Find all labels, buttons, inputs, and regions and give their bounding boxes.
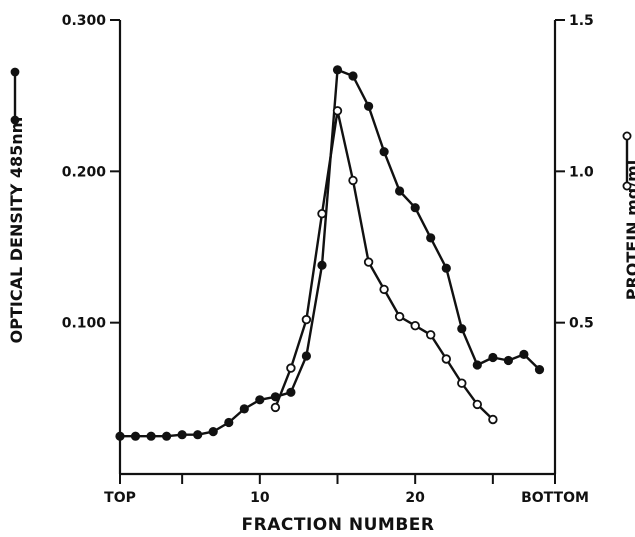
- x-axis-title: FRACTION NUMBER: [242, 515, 435, 535]
- x-tick-label: BOTTOM: [521, 490, 589, 506]
- data-point-filled: [208, 427, 218, 437]
- x-tick-label: 10: [250, 490, 270, 506]
- data-point-open: [441, 354, 451, 364]
- data-point-filled: [364, 101, 374, 111]
- right-y-tick-label: 0.5: [569, 316, 594, 332]
- data-point-filled: [301, 351, 311, 361]
- data-point-open: [332, 106, 343, 116]
- data-point-filled: [503, 355, 513, 366]
- data-point-filled: [519, 349, 529, 359]
- data-point-open: [379, 284, 389, 295]
- data-point-filled: [177, 430, 187, 440]
- data-point-filled: [286, 387, 296, 397]
- data-point-filled: [239, 404, 249, 414]
- series-line-filled: [120, 68, 541, 438]
- data-point-filled: [441, 263, 451, 273]
- legend-filled-marker: [10, 67, 20, 125]
- data-point-filled: [348, 71, 358, 81]
- data-point-open: [363, 257, 374, 267]
- series-line-open: [274, 109, 494, 421]
- data-point-filled: [332, 65, 343, 75]
- data-point-open: [317, 208, 327, 219]
- data-point-open: [286, 363, 296, 373]
- left-y-tick-label: 0.200: [62, 164, 107, 180]
- left-y-ticks: 0.100 0.200 0.300: [62, 13, 120, 332]
- data-point-filled: [162, 431, 172, 441]
- data-point-open: [270, 402, 281, 413]
- left-y-tick-label: 0.100: [62, 316, 107, 332]
- data-point-open: [348, 175, 358, 186]
- data-point-filled: [410, 203, 420, 213]
- data-point-open: [472, 399, 482, 410]
- data-point-filled: [379, 147, 389, 157]
- data-point-filled: [130, 431, 141, 441]
- series-layer: [115, 65, 545, 441]
- data-point-filled: [115, 431, 125, 441]
- legend-open-marker: [622, 131, 632, 191]
- x-ticks: TOP 10 20 BOTTOM: [104, 474, 589, 506]
- data-point-filled: [146, 431, 156, 441]
- data-point-filled: [193, 430, 203, 440]
- data-point-open: [410, 321, 420, 331]
- data-point-filled: [317, 260, 327, 270]
- right-y-tick-label: 1.5: [569, 13, 594, 29]
- right-y-ticks: 0.5 1.0 1.5: [555, 13, 594, 332]
- data-point-filled: [426, 233, 436, 243]
- left-y-axis-title: OPTICAL DENSITY 485nm: [7, 117, 26, 344]
- data-point-filled: [472, 360, 482, 370]
- data-point-open: [457, 378, 467, 388]
- data-point-filled: [224, 417, 234, 428]
- data-point-open: [301, 314, 312, 325]
- data-point-filled: [457, 324, 467, 334]
- left-y-tick-label: 0.300: [62, 13, 107, 29]
- x-tick-label: TOP: [104, 490, 136, 506]
- data-point-filled: [488, 352, 498, 363]
- x-tick-label: 20: [405, 490, 425, 506]
- right-y-axis-title: PROTEIN mg/ml: [623, 160, 635, 301]
- data-point-open: [488, 414, 498, 425]
- right-y-tick-label: 1.0: [569, 164, 594, 180]
- data-point-open: [426, 330, 436, 340]
- data-point-filled: [255, 395, 265, 405]
- data-point-filled: [534, 365, 545, 375]
- data-point-open: [394, 311, 405, 322]
- data-point-filled: [395, 186, 405, 196]
- data-point-filled: [270, 392, 280, 402]
